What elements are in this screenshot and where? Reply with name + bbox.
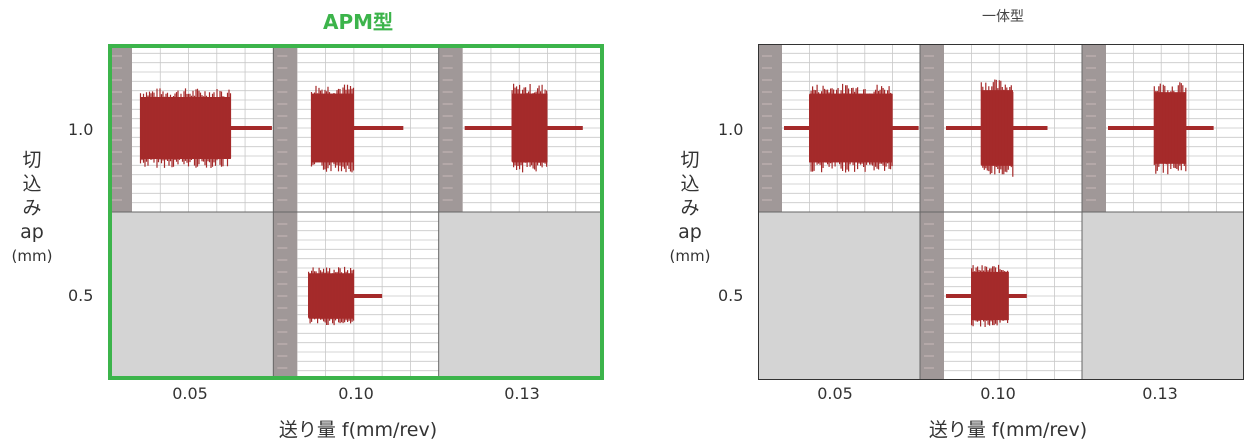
y-axis-label-part: ap <box>20 221 44 243</box>
chart-title: 一体型 <box>982 9 1024 25</box>
cell-0.5-0.13 <box>438 212 604 380</box>
y-axis-label-part: ap <box>678 221 702 243</box>
chart-title: APM型 <box>322 10 394 34</box>
chart-panel-apm: APM型 切 込 み ap (mm) 1.0 0.5 0.05 0.10 0.1… <box>0 0 624 441</box>
cell-1.0-0.10 <box>273 44 439 212</box>
y-axis-label-part: 込 <box>680 173 700 195</box>
y-axis-label-part: 切 <box>22 149 42 171</box>
chart-border <box>108 44 604 380</box>
y-axis-label: 切 込 み ap (mm) <box>2 148 62 268</box>
cell-0.5-0.05 <box>108 212 274 380</box>
empty-cell <box>108 212 274 380</box>
y-tick-label: 0.5 <box>718 286 744 305</box>
vibration-spikes <box>308 266 355 326</box>
y-axis-unit: (mm) <box>669 247 711 265</box>
x-tick-label: 0.13 <box>504 384 540 403</box>
vibration-spikes <box>511 83 548 173</box>
x-axis-label: 送り量 f(mm/rev) <box>278 419 438 441</box>
y-axis-unit: (mm) <box>11 247 53 265</box>
y-axis-label-part: 切 <box>680 149 700 171</box>
x-tick-label: 0.13 <box>1142 384 1178 403</box>
empty-cell <box>758 212 920 380</box>
y-tick-label: 1.0 <box>68 120 94 139</box>
chart-border <box>758 44 1244 380</box>
vibration-spikes <box>980 79 1014 177</box>
cell-1.0-0.13 <box>1082 44 1244 212</box>
x-tick-label: 0.05 <box>172 384 208 403</box>
vibration-spikes <box>1153 82 1187 175</box>
y-axis-label-part: み <box>22 197 42 219</box>
chart-grid <box>758 44 1244 380</box>
empty-cell <box>1082 212 1244 380</box>
cell-1.0-0.10 <box>920 44 1082 212</box>
cell-1.0-0.05 <box>758 44 920 212</box>
cell-0.5-0.10 <box>920 212 1082 380</box>
y-axis-label-part: み <box>680 197 700 219</box>
vibration-spikes <box>139 88 232 168</box>
signal-baseline <box>311 126 404 130</box>
x-tick-label: 0.10 <box>338 384 374 403</box>
empty-cell <box>438 212 604 380</box>
vibration-spikes <box>809 83 893 173</box>
y-tick-label: 1.0 <box>718 120 744 139</box>
y-tick-label: 0.5 <box>68 286 94 305</box>
x-tick-label: 0.05 <box>817 384 853 403</box>
cell-0.5-0.13 <box>1082 212 1244 380</box>
x-axis-label: 送り量 f(mm/rev) <box>928 419 1088 441</box>
vibration-spikes <box>971 264 1009 327</box>
chart-grid <box>108 44 604 380</box>
vibration-spikes <box>310 84 355 173</box>
chart-panel-integrated: 一体型 切 込 み ap (mm) 1.0 0.5 0.05 0.10 0.13… <box>650 0 1249 441</box>
y-axis-label: 切 込 み ap (mm) <box>660 148 720 268</box>
cell-0.5-0.05 <box>758 212 920 380</box>
cell-1.0-0.05 <box>108 44 274 212</box>
x-tick-label: 0.10 <box>980 384 1016 403</box>
y-axis-label-part: 込 <box>22 173 42 195</box>
cell-1.0-0.13 <box>438 44 604 212</box>
cell-0.5-0.10 <box>273 212 439 380</box>
